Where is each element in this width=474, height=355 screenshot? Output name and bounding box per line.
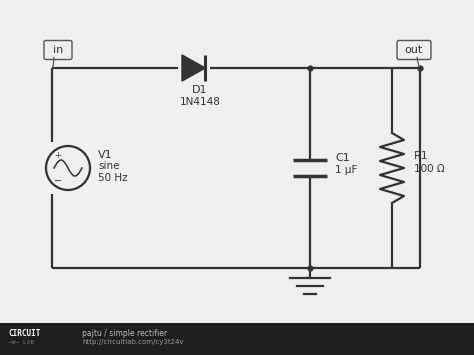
Text: 1N4148: 1N4148: [180, 97, 220, 107]
Text: +: +: [55, 151, 62, 159]
Text: 50 Hz: 50 Hz: [98, 173, 128, 183]
Text: out: out: [405, 45, 423, 55]
Text: 1 μF: 1 μF: [335, 165, 357, 175]
Text: ~W~ LAB: ~W~ LAB: [8, 339, 34, 344]
Text: D1: D1: [192, 85, 208, 95]
Text: sine: sine: [98, 161, 119, 171]
Text: pajtu / simple rectifier: pajtu / simple rectifier: [82, 328, 167, 338]
FancyBboxPatch shape: [44, 40, 72, 60]
Text: −: −: [54, 176, 62, 186]
Polygon shape: [182, 55, 205, 81]
FancyBboxPatch shape: [397, 40, 431, 60]
Bar: [0, 323, 474, 355]
Text: in: in: [53, 45, 63, 55]
Text: V1: V1: [98, 150, 113, 160]
Text: CIRCUIT: CIRCUIT: [8, 328, 40, 338]
Text: http://circuitlab.com/cy3t24v: http://circuitlab.com/cy3t24v: [82, 339, 183, 345]
Text: 100 Ω: 100 Ω: [414, 164, 445, 174]
Text: R1: R1: [414, 151, 429, 161]
Text: C1: C1: [335, 153, 350, 163]
